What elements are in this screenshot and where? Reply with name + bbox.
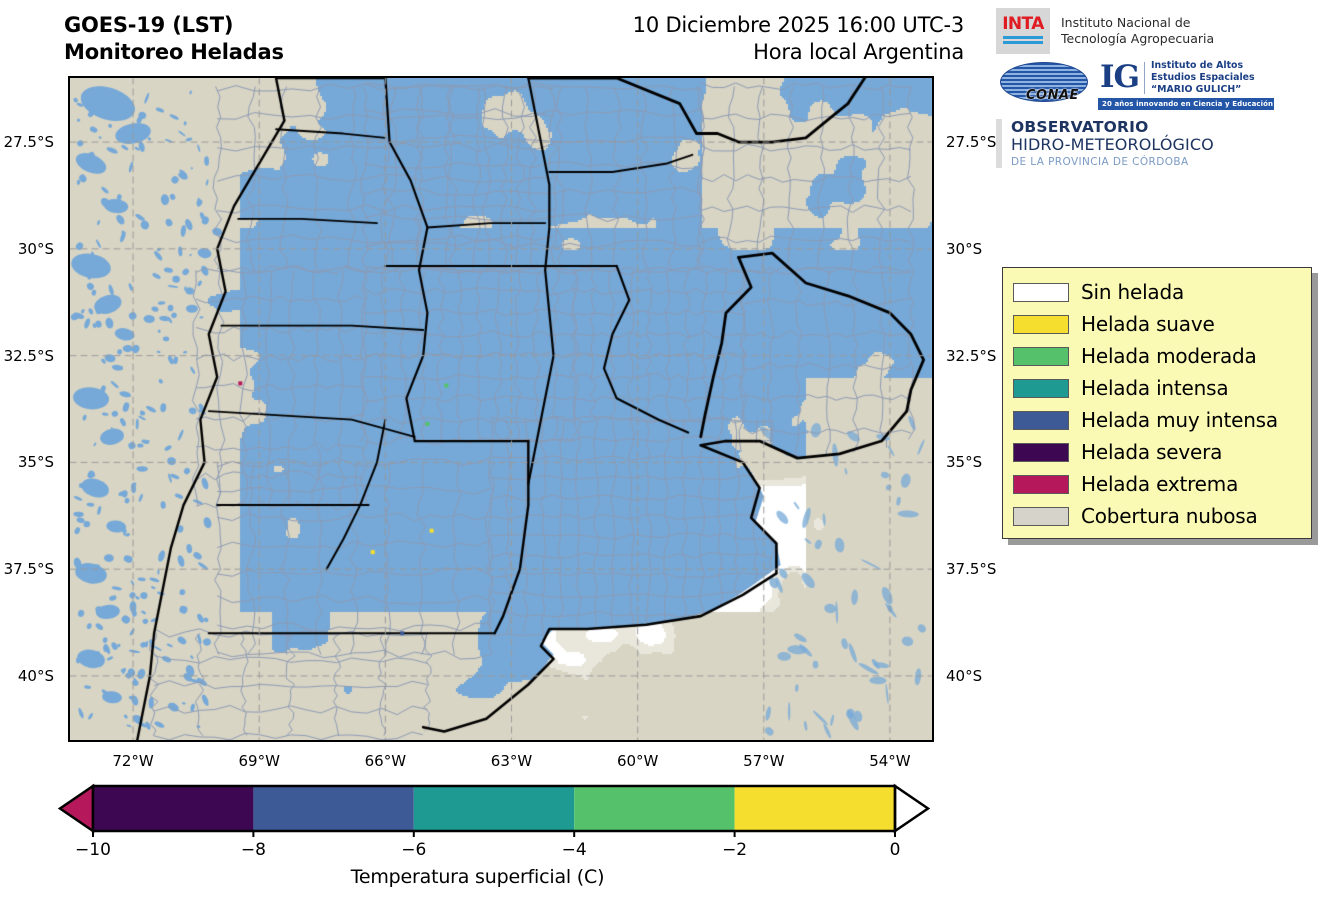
observatorio-label: OBSERVATORIO HIDRO-METEOROLÓGICO DE LA P…: [1011, 118, 1214, 168]
y-axis-tick-label: 32.5°S: [946, 346, 997, 365]
legend-item-label: Helada suave: [1081, 312, 1215, 336]
y-axis-tick-label: 40°S: [17, 666, 54, 685]
legend-item-label: Helada extrema: [1081, 472, 1239, 496]
legend-item: Sin helada: [1013, 276, 1311, 308]
ig-anniversary-banner: 20 años innovando en Ciencia y Educación…: [1098, 98, 1309, 111]
observatorio-line-2: HIDRO-METEOROLÓGICO: [1011, 135, 1214, 155]
legend-swatch: [1013, 442, 1069, 462]
legend-item-label: Helada intensa: [1081, 376, 1229, 400]
ig-logo: IG Instituto de Altos Estudios Espaciale…: [1098, 59, 1309, 111]
y-axis-tick-label: 32.5°S: [3, 346, 54, 365]
legend-item-label: Helada muy intensa: [1081, 408, 1278, 432]
conae-logo: CONAE: [996, 60, 1092, 110]
legend-item: Helada extrema: [1013, 468, 1311, 500]
x-axis-tick-label: 60°W: [616, 752, 659, 770]
legend-item: Helada suave: [1013, 308, 1311, 340]
colorbar-tick-label: −2: [722, 840, 748, 860]
inta-label-line-1: Instituto Nacional de: [1061, 14, 1191, 30]
colorbar-tick-label: −4: [561, 840, 587, 860]
title-line-1: GOES-19 (LST): [64, 13, 234, 37]
legend-panel: Sin helada Helada suave Helada moderada Hel…: [1002, 267, 1312, 539]
legend-swatch: [1013, 282, 1069, 302]
colorbar-title: Temperatura superficial (C): [350, 866, 605, 888]
inta-logo: INTA Instituto Nacional de Tecnología Ag…: [996, 8, 1318, 54]
y-axis-tick-label: 27.5°S: [946, 133, 997, 152]
x-axis-tick-label: 57°W: [743, 752, 785, 770]
y-axis-tick-label: 37.5°S: [3, 560, 54, 579]
legend-item-label: Helada moderada: [1081, 344, 1257, 368]
y-axis-tick-label: 35°S: [946, 453, 983, 472]
x-axis-tick-label: 66°W: [364, 752, 407, 770]
colorbar-tick-label: −8: [240, 840, 266, 860]
map-plot-area[interactable]: [68, 76, 934, 742]
legend-swatch: [1013, 410, 1069, 430]
inta-label-line-2: Tecnología Agropecuaria: [1061, 31, 1215, 46]
inta-mark-icon: INTA: [996, 8, 1050, 54]
colorbar-segment: [734, 786, 895, 831]
x-axis-tick-label: 69°W: [238, 752, 280, 770]
logo-bar: INTA Instituto Nacional de Tecnología Ag…: [996, 8, 1318, 169]
colorbar-tick-label: −6: [401, 840, 427, 860]
colorbar-segment: [413, 786, 575, 831]
colorbar-swatches: [57, 783, 931, 837]
legend-item: Helada muy intensa: [1013, 404, 1311, 436]
y-axis-labels-left: 27.5°S 30°S 32.5°S 35°S 37.5°S 40°S: [0, 0, 62, 911]
legend-item-label: Sin helada: [1081, 280, 1185, 304]
colorbar-tick-label: 0: [889, 840, 901, 860]
x-axis-tick-label: 63°W: [490, 752, 533, 770]
colorbar-under-arrow: [57, 783, 95, 834]
legend-item: Cobertura nubosa: [1013, 500, 1311, 532]
timestamp-utc: 10 Diciembre 2025 16:00 UTC-3: [632, 13, 965, 37]
timestamp-block: 10 Diciembre 2025 16:00 UTC-3 Hora local…: [520, 12, 965, 67]
x-axis-tick-label: 54°W: [869, 752, 911, 770]
colorbar: Temperatura superficial (C) −10 −8 −6 −4 −2 0: [0, 778, 1000, 908]
ig-label-line-3: “MARIO GULICH”: [1150, 84, 1242, 96]
ig-label: Instituto de Altos Estudios Espaciales “…: [1151, 60, 1255, 96]
title-line-2: Monitoreo Heladas: [64, 39, 284, 64]
legend-item-label: Helada severa: [1081, 440, 1223, 464]
colorbar-segment: [574, 786, 735, 831]
page-title: GOES-19 (LST) Monitoreo Heladas: [64, 12, 484, 66]
x-axis-labels: 72°W 69°W 66°W 63°W 60°W 57°W 54°W: [0, 752, 1000, 782]
inta-stripes-icon: [1003, 36, 1043, 46]
legend-swatch: [1013, 378, 1069, 398]
y-axis-tick-label: 30°S: [946, 239, 983, 258]
conae-globe-icon: [1000, 62, 1088, 103]
y-axis-labels-right: 27.5°S 30°S 32.5°S 35°S 37.5°S 40°S: [940, 0, 1020, 911]
y-axis-tick-label: 27.5°S: [3, 133, 54, 152]
colorbar-outline: [91, 784, 897, 833]
observatorio-accent-bar: [996, 119, 1002, 169]
ig-label-line-2: Estudios Espaciales: [1150, 72, 1255, 84]
legend-item-label: Cobertura nubosa: [1081, 504, 1258, 528]
y-axis-tick-label: 30°S: [17, 239, 54, 258]
colorbar-tick-label: −10: [75, 840, 111, 860]
legend-swatch: [1013, 314, 1069, 334]
x-axis-tick-label: 72°W: [112, 752, 154, 770]
legend-swatch: [1013, 474, 1069, 494]
y-axis-tick-label: 37.5°S: [946, 560, 997, 579]
inta-wordmark: INTA: [1002, 14, 1044, 34]
colorbar-over-arrow: [893, 783, 931, 834]
conae-wordmark: CONAE: [1026, 88, 1079, 104]
observatorio-logo: OBSERVATORIO HIDRO-METEOROLÓGICO DE LA P…: [996, 118, 1318, 169]
timestamp-localzone: Hora local Argentina: [753, 40, 964, 65]
observatorio-line-1: OBSERVATORIO: [1011, 118, 1149, 137]
colorbar-segment: [253, 786, 414, 831]
observatorio-line-3: DE LA PROVINCIA DE CÓRDOBA: [1011, 155, 1189, 168]
y-axis-tick-label: 40°S: [946, 666, 983, 685]
legend-item: Helada severa: [1013, 436, 1311, 468]
ig-divider: [1143, 62, 1145, 95]
legend-swatch: [1013, 346, 1069, 366]
frost-map-raster[interactable]: [70, 78, 932, 740]
ig-label-line-1: Instituto de Altos: [1150, 60, 1244, 71]
conae-ig-logo-row: CONAE IG Instituto de Altos Estudios Esp…: [996, 59, 1318, 111]
ig-wordmark: IG: [1100, 59, 1140, 96]
legend-swatch: [1013, 506, 1069, 526]
legend-item: Helada moderada: [1013, 340, 1311, 372]
ig-main: IG Instituto de Altos Estudios Espaciale…: [1098, 59, 1274, 97]
legend-item: Helada intensa: [1013, 372, 1311, 404]
colorbar-segment: [93, 786, 254, 831]
y-axis-tick-label: 35°S: [17, 453, 54, 472]
inta-label: Instituto Nacional de Tecnología Agropec…: [1061, 15, 1214, 48]
